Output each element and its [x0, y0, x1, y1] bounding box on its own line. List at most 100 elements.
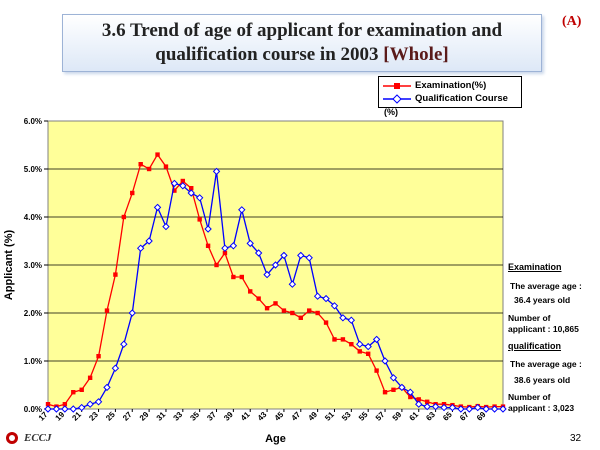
- data-point-qualification: [204, 225, 212, 233]
- data-point-qualification: [465, 405, 474, 413]
- data-point-qualification: [103, 383, 111, 392]
- data-point-qualification: [313, 292, 322, 300]
- data-point-qualification: [389, 374, 398, 382]
- data-point-qualification: [77, 403, 86, 412]
- data-point-qualification: [254, 249, 263, 257]
- examination-avg-label: The average age :: [510, 281, 582, 291]
- data-point-qualification: [179, 182, 187, 190]
- data-point-examination: [172, 188, 177, 193]
- data-point-qualification: [271, 261, 280, 269]
- data-point-qualification: [297, 251, 305, 260]
- data-point-examination: [408, 394, 413, 400]
- data-point-qualification: [69, 405, 77, 413]
- data-point-qualification: [120, 340, 128, 348]
- data-point-qualification: [94, 398, 103, 406]
- data-point-qualification: [356, 340, 364, 348]
- data-point-qualification: [499, 405, 507, 413]
- data-point-examination: [113, 272, 118, 277]
- data-point-qualification: [381, 357, 389, 365]
- data-point-examination: [382, 390, 388, 395]
- data-point-qualification: [195, 194, 204, 202]
- data-point-examination: [79, 387, 84, 392]
- data-point-examination: [96, 354, 101, 359]
- title-line-1: 3.6 Trend of age of applicant for examin…: [101, 20, 503, 41]
- data-point-examination: [340, 337, 346, 342]
- data-point-qualification: [339, 314, 347, 322]
- data-point-examination: [281, 308, 287, 313]
- data-point-qualification: [322, 294, 330, 303]
- logo-text: ECCJ: [24, 432, 52, 444]
- legend-swatch-qualification: [383, 94, 411, 104]
- data-point-examination: [71, 390, 76, 395]
- data-point-qualification: [280, 251, 288, 260]
- chart-legend: Examination(%) Qualification Course: [378, 76, 522, 108]
- data-point-qualification: [136, 244, 145, 252]
- data-point-qualification: [52, 405, 61, 413]
- data-point-examination: [290, 310, 295, 316]
- data-point-qualification: [347, 316, 356, 324]
- data-point-qualification: [61, 405, 69, 413]
- data-point-examination: [416, 397, 421, 402]
- data-point-examination: [163, 164, 169, 169]
- data-point-examination: [424, 399, 430, 404]
- data-point-examination: [256, 296, 261, 301]
- examination-avg-value: 36.4 years old: [514, 295, 571, 305]
- legend-label-examination: Examination(%): [415, 80, 487, 91]
- data-point-qualification: [423, 402, 431, 411]
- data-point-qualification: [44, 405, 52, 413]
- data-point-qualification: [246, 239, 254, 248]
- data-point-examination: [121, 214, 127, 220]
- data-point-examination: [222, 250, 228, 256]
- data-point-qualification: [457, 405, 465, 413]
- data-point-examination: [349, 342, 354, 347]
- data-point-examination: [391, 387, 396, 392]
- data-point-qualification: [440, 403, 448, 412]
- legend-label-qualification: Qualification Course: [415, 93, 508, 104]
- data-point-examination: [273, 301, 278, 306]
- y-tick-label: 3.0%: [24, 261, 42, 270]
- data-point-qualification: [221, 244, 229, 252]
- data-point-examination: [189, 186, 194, 191]
- data-point-qualification: [364, 342, 372, 351]
- eccj-logo-icon: [6, 432, 18, 444]
- legend-item-qualification: Qualification Course: [383, 93, 508, 105]
- data-point-qualification: [187, 189, 195, 197]
- corner-label: (A): [562, 14, 582, 29]
- qualification-avg-value: 38.6 years old: [514, 375, 571, 385]
- examination-count-value: applicant : 10,865: [508, 324, 579, 334]
- data-point-qualification: [431, 402, 440, 411]
- examination-count-label: Number of: [508, 313, 551, 323]
- data-point-examination: [298, 315, 303, 320]
- data-point-qualification: [305, 254, 313, 262]
- data-point-qualification: [474, 403, 482, 412]
- qualification-heading: qualification: [508, 341, 562, 351]
- data-point-qualification: [153, 203, 162, 212]
- data-point-examination: [62, 402, 68, 407]
- x-axis-label: Age: [265, 433, 286, 445]
- page-title: 3.6 Trend of age of applicant for examin…: [63, 19, 541, 67]
- data-point-examination: [197, 217, 202, 222]
- title-line-2: qualification course in 2003 [Whole]: [63, 43, 541, 67]
- data-point-qualification: [128, 309, 136, 317]
- data-point-examination: [87, 375, 93, 380]
- data-point-qualification: [482, 405, 490, 413]
- legend-swatch-examination: [383, 83, 411, 89]
- qualification-avg-label: The average age :: [510, 359, 582, 369]
- y-tick-label: 1.0%: [24, 357, 42, 366]
- page-number: 32: [570, 433, 582, 444]
- legend-item-examination: Examination(%): [383, 80, 486, 92]
- data-point-examination: [231, 274, 236, 280]
- data-point-qualification: [330, 302, 339, 310]
- data-point-examination: [104, 308, 110, 313]
- data-point-examination: [130, 190, 135, 196]
- data-point-examination: [214, 262, 219, 268]
- data-point-examination: [264, 306, 270, 311]
- data-point-examination: [138, 162, 143, 167]
- qualification-count-value: applicant : 3,023: [508, 403, 575, 413]
- data-point-qualification: [170, 179, 179, 188]
- data-point-examination: [205, 243, 211, 248]
- data-point-examination: [315, 310, 320, 316]
- data-point-examination: [332, 337, 337, 342]
- y-tick-label: 0.0%: [24, 405, 42, 414]
